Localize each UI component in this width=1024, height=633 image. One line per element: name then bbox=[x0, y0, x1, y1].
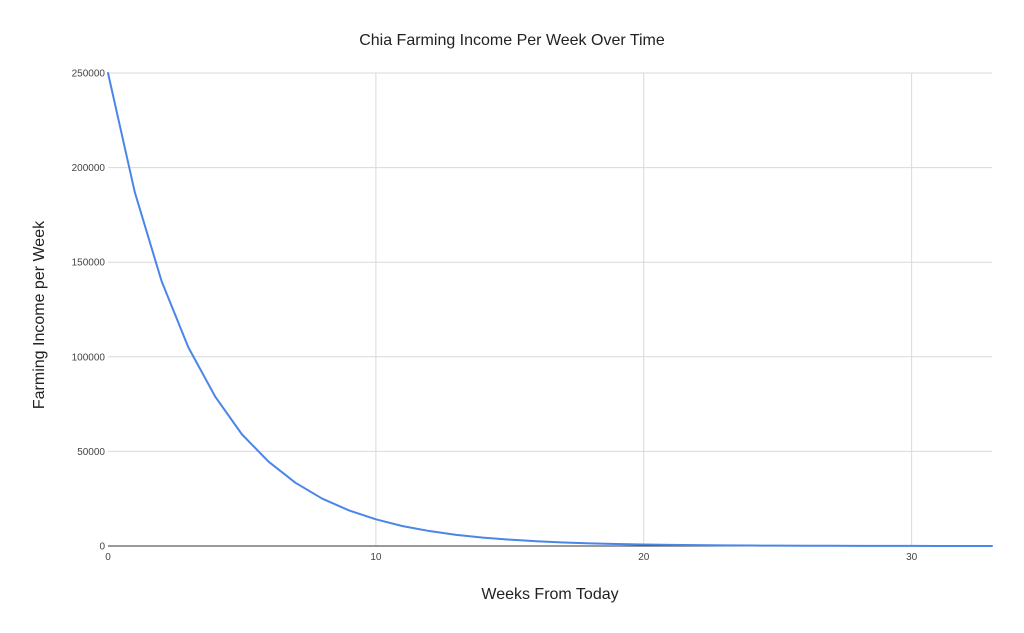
y-tick-label-4: 200000 bbox=[72, 163, 106, 174]
x-tick-label-2: 20 bbox=[638, 552, 650, 563]
chart-title: Chia Farming Income Per Week Over Time bbox=[359, 32, 665, 49]
series-line-0 bbox=[107, 72, 993, 547]
grid-layer bbox=[108, 72, 992, 546]
series-layer bbox=[107, 72, 993, 547]
x-tick-label-1: 10 bbox=[370, 552, 382, 563]
y-tick-label-3: 150000 bbox=[72, 258, 106, 269]
y-tick-label-2: 100000 bbox=[72, 352, 106, 363]
y-tick-label-0: 0 bbox=[99, 542, 105, 553]
y-tick-label-5: 250000 bbox=[72, 69, 106, 80]
x-axis-title: Weeks From Today bbox=[481, 586, 618, 603]
x-tick-label-3: 30 bbox=[906, 552, 918, 563]
tick-labels: 0 50000 100000 150000 200000 250000 0 10 20 30 bbox=[72, 69, 918, 564]
y-tick-label-1: 50000 bbox=[77, 447, 105, 458]
x-tick-label-0: 0 bbox=[105, 552, 111, 563]
y-axis-title: Farming Income per Week bbox=[31, 220, 48, 409]
